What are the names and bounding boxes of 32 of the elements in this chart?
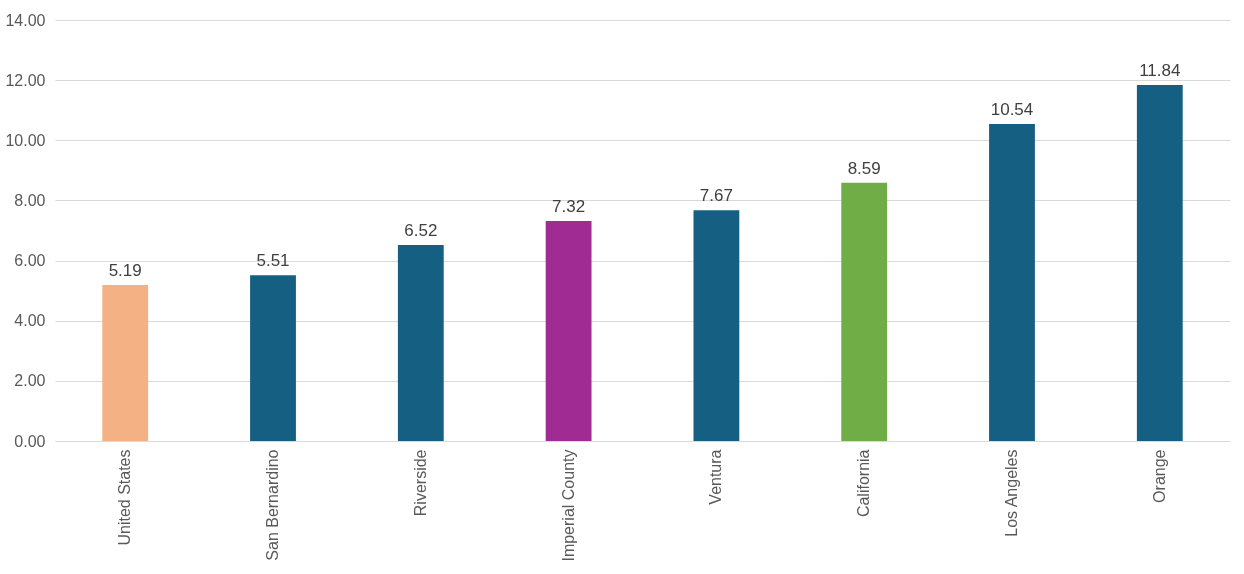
x-tick-label: United States xyxy=(116,449,134,546)
x-tick-label: San Bernardino xyxy=(264,449,281,561)
bar xyxy=(545,220,592,441)
x-tick-label: Imperial County xyxy=(559,449,577,562)
y-tick-label: 12.00 xyxy=(5,71,46,89)
data-label: 5.19 xyxy=(108,260,142,280)
bar xyxy=(1136,84,1183,441)
bar xyxy=(102,284,149,441)
x-tick-label: Orange xyxy=(1150,449,1168,503)
y-tick-label: 6.00 xyxy=(14,252,46,270)
data-label: 7.67 xyxy=(699,186,733,206)
y-tick-label: 4.00 xyxy=(14,312,46,330)
x-tick-label: California xyxy=(855,449,873,518)
data-label: 10.54 xyxy=(990,100,1034,120)
y-tick-label: 10.00 xyxy=(5,131,46,149)
y-tick-label: 8.00 xyxy=(14,191,46,209)
bar xyxy=(693,210,740,441)
data-label: 7.32 xyxy=(552,196,586,216)
bar xyxy=(397,244,444,441)
y-tick-label: 0.00 xyxy=(14,432,46,450)
data-label: 11.84 xyxy=(1139,60,1181,80)
data-label: 8.59 xyxy=(847,158,881,178)
data-label: 5.51 xyxy=(256,251,290,271)
x-tick-label: Ventura xyxy=(707,449,725,505)
bar xyxy=(250,275,296,441)
x-tick-label: Riverside xyxy=(411,449,429,517)
bar xyxy=(841,182,888,441)
y-tick-label: 14.00 xyxy=(5,11,46,29)
y-tick-label: 2.00 xyxy=(14,372,46,390)
data-label: 6.52 xyxy=(404,220,438,240)
x-tick-label: Los Angeles xyxy=(1003,449,1020,537)
bar xyxy=(989,124,1035,441)
